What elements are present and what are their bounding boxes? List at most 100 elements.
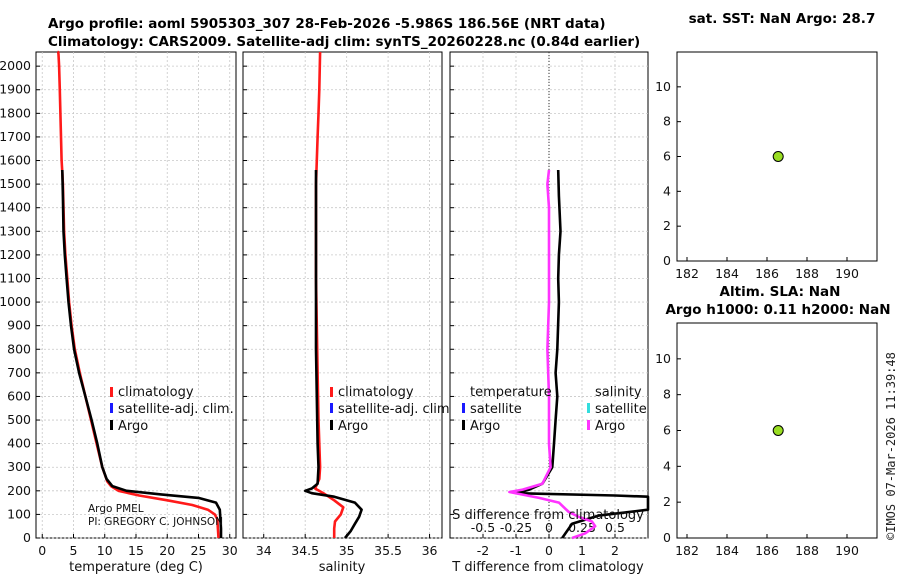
- difference-legend: temperature salinity satellite satellite…: [462, 385, 647, 434]
- legend-label-argo: Argo: [338, 419, 368, 434]
- sst-title: sat. SST: NaN Argo: 28.7: [689, 11, 876, 27]
- x-tick-label: 10: [97, 543, 113, 558]
- y-tick-label: 0: [663, 253, 671, 268]
- x-tick-label: 34.5: [291, 543, 319, 558]
- y-tick-label: 600: [7, 388, 31, 403]
- legend-label-satellite: satellite-adj. clim.: [338, 402, 454, 417]
- y-tick-label: 4: [663, 458, 671, 473]
- legend-label-climatology: climatology: [118, 385, 194, 400]
- legend-swatch-t-argo: [462, 420, 465, 430]
- s-tick-label: 0: [545, 520, 553, 535]
- y-tick-label: 1700: [0, 129, 31, 144]
- y-tick-label: 800: [7, 341, 31, 356]
- legend-swatch-t-satellite: [462, 403, 465, 413]
- x-tick-label: 15: [128, 543, 144, 558]
- difference-panel: -2 -1 0 1 2-0.5 -0.25 0 0.25 0.5 T difference fr…: [449, 51, 650, 575]
- y-tick-label: 1300: [0, 223, 31, 238]
- legend-swatch-s-satellite: [587, 403, 590, 413]
- x-tick-label: -2: [477, 543, 489, 558]
- x-tick-label: 182: [675, 543, 699, 558]
- x-tick-label: 182: [675, 266, 699, 281]
- temperature-legend: climatology satellite-adj. clim. Argo: [110, 385, 234, 434]
- x-tick-label: 186: [755, 543, 779, 558]
- series-line-t-difference-argo-: [514, 169, 650, 539]
- y-tick-label: 900: [7, 318, 31, 333]
- legend-swatch-s-argo: [587, 420, 590, 430]
- salinity-axes-frame: [242, 51, 443, 539]
- y-tick-label: 6: [663, 423, 671, 438]
- y-tick-label: 1400: [0, 200, 31, 215]
- s-tick-label: -0.25: [500, 520, 532, 535]
- t-difference-xlabel: T difference from climatology: [451, 560, 644, 575]
- y-tick-label: 4: [663, 183, 671, 198]
- x-tick-label: 2: [611, 543, 619, 558]
- legend-swatch-argo: [110, 420, 113, 430]
- x-tick-label: 190: [835, 266, 859, 281]
- x-tick-label: 30: [222, 543, 238, 558]
- series-line-s-difference-argo-: [508, 169, 597, 540]
- y-tick-label: 1200: [0, 247, 31, 262]
- x-tick-label: 20: [159, 543, 175, 558]
- series-line-argo: [303, 170, 363, 539]
- y-tick-label: 300: [7, 459, 31, 474]
- sla-title-line2: Argo h1000: 0.11 h2000: NaN: [665, 302, 890, 318]
- y-tick-label: 1500: [0, 176, 31, 191]
- y-tick-label: 8: [663, 114, 671, 129]
- temperature-xlabel: temperature (deg C): [69, 560, 203, 575]
- y-tick-label: 8: [663, 387, 671, 402]
- x-tick-label: 1: [578, 543, 586, 558]
- legend-swatch-argo: [330, 420, 333, 430]
- legend-label-satellite: satellite-adj. clim.: [118, 402, 234, 417]
- legend-heading-temperature: temperature: [470, 385, 552, 400]
- scatter-point: [772, 151, 784, 162]
- y-tick-label: 500: [7, 412, 31, 427]
- series-line-argo: [61, 169, 223, 538]
- x-tick-label: 35: [339, 543, 355, 558]
- x-tick-label: 34: [256, 543, 272, 558]
- y-tick-label: 2: [663, 494, 671, 509]
- y-tick-label: 6: [663, 149, 671, 164]
- y-tick-label: 700: [7, 365, 31, 380]
- salinity-legend: climatology satellite-adj. clim. Argo: [330, 385, 454, 434]
- y-tick-label: 1600: [0, 153, 31, 168]
- x-tick-label: 184: [715, 543, 739, 558]
- legend-label-t-satellite: satellite: [470, 402, 522, 417]
- x-tick-label: 188: [795, 266, 819, 281]
- legend-swatch-satellite: [330, 403, 333, 413]
- x-tick-label: 36: [422, 543, 438, 558]
- legend-swatch-satellite: [110, 403, 113, 413]
- legend-label-t-argo: Argo: [470, 419, 500, 434]
- y-tick-label: 1100: [0, 270, 31, 285]
- x-tick-label: -1: [510, 543, 522, 558]
- x-tick-label: 0: [545, 543, 553, 558]
- figure-title-line1: Argo profile: aoml 5905303_307 28-Feb-20…: [48, 16, 606, 32]
- legend-label-climatology: climatology: [338, 385, 414, 400]
- y-tick-label: 2000: [0, 58, 31, 73]
- legend-label-s-satellite: satellite: [595, 402, 647, 417]
- legend-heading-salinity: salinity: [595, 385, 642, 400]
- legend-swatch-climatology: [330, 387, 333, 397]
- pi-name: PI: GREGORY C. JOHNSON: [88, 516, 223, 528]
- figure-title-line2: Climatology: CARS2009. Satellite-adj cli…: [48, 34, 640, 50]
- x-tick-label: 190: [835, 543, 859, 558]
- sla-title-line1: Altim. SLA: NaN: [720, 284, 841, 300]
- y-tick-label: 0: [23, 530, 31, 545]
- s-tick-label: -0.5: [471, 520, 495, 535]
- s-difference-xlabel: S difference from climatology: [452, 508, 644, 523]
- y-tick-label: 1000: [0, 294, 31, 309]
- pi-institution: Argo PMEL: [88, 503, 144, 515]
- salinity-xlabel: salinity: [319, 560, 366, 575]
- scatter-point: [772, 425, 784, 436]
- legend-swatch-climatology: [110, 387, 113, 397]
- y-tick-label: 1900: [0, 82, 31, 97]
- y-tick-label: 200: [7, 483, 31, 498]
- x-tick-label: 35.5: [374, 543, 402, 558]
- salinity-panel: 34 34.5 35 35.5 36 salinity climatology sate…: [242, 51, 454, 575]
- sst-panel: 182 184 186 188 190 0 2 4 6 8 10: [655, 51, 878, 281]
- y-tick-label: 100: [7, 506, 31, 521]
- imos-timestamp: ©IMOS 07-Mar-2026 11:39:48: [884, 352, 898, 540]
- x-tick-label: 0: [38, 543, 46, 558]
- legend-label-argo: Argo: [118, 419, 148, 434]
- y-tick-label: 10: [655, 351, 671, 366]
